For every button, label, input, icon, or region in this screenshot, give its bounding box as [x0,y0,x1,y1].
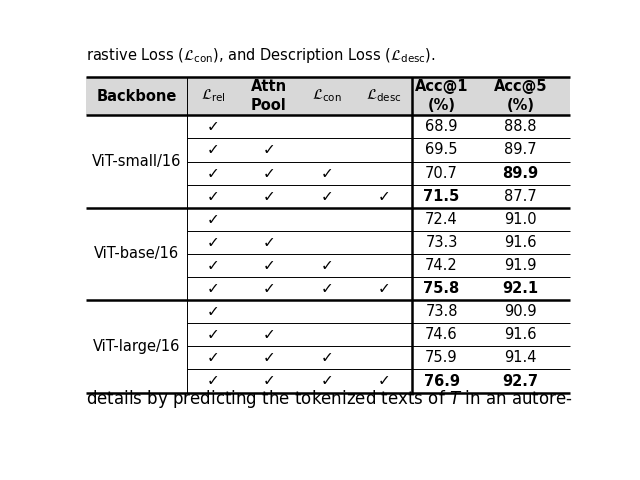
Text: ✓: ✓ [321,166,333,180]
Text: $\mathcal{L}_{\rm con}$: $\mathcal{L}_{\rm con}$ [312,88,342,105]
Text: ✓: ✓ [321,350,333,365]
Text: 71.5: 71.5 [424,189,460,204]
Text: 91.6: 91.6 [504,235,537,250]
Text: ✓: ✓ [207,235,220,250]
Text: 68.9: 68.9 [426,120,458,134]
Text: ✓: ✓ [207,212,220,227]
Text: ✓: ✓ [262,166,275,180]
Text: 69.5: 69.5 [426,143,458,157]
Text: 87.7: 87.7 [504,189,537,204]
Text: ✓: ✓ [378,373,390,388]
Text: ✓: ✓ [207,373,220,388]
Text: $\mathcal{L}_{\rm rel}$: $\mathcal{L}_{\rm rel}$ [200,88,225,105]
Text: 91.0: 91.0 [504,212,537,227]
Text: 91.4: 91.4 [504,350,537,365]
Text: ✓: ✓ [207,258,220,273]
Text: ✓: ✓ [207,143,220,157]
Text: 88.8: 88.8 [504,120,537,134]
Text: ✓: ✓ [378,189,390,204]
Text: ✓: ✓ [262,189,275,204]
Text: ✓: ✓ [207,120,220,134]
Text: ViT-base/16: ViT-base/16 [94,246,179,262]
Text: 92.7: 92.7 [502,373,539,388]
Text: 73.3: 73.3 [426,235,458,250]
Text: 92.1: 92.1 [502,281,539,296]
Text: ✓: ✓ [262,143,275,157]
Text: 90.9: 90.9 [504,304,537,319]
Text: 72.4: 72.4 [425,212,458,227]
Bar [86,77,570,115]
Text: details by predicting the tokenized texts of $\mathit{T}$ in an autore-: details by predicting the tokenized text… [86,388,573,410]
Text: ✓: ✓ [262,373,275,388]
Text: ✓: ✓ [321,373,333,388]
Text: ✓: ✓ [207,281,220,296]
Text: Acc@1
(%): Acc@1 (%) [415,79,468,113]
Text: 70.7: 70.7 [425,166,458,180]
Text: ✓: ✓ [262,327,275,342]
Text: 89.7: 89.7 [504,143,537,157]
Text: 73.8: 73.8 [426,304,458,319]
Text: ✓: ✓ [262,281,275,296]
Text: ViT-small/16: ViT-small/16 [92,154,181,169]
Text: 74.2: 74.2 [425,258,458,273]
Text: ✓: ✓ [262,258,275,273]
Text: ✓: ✓ [378,281,390,296]
Text: 91.6: 91.6 [504,327,537,342]
Text: Attn
Pool: Attn Pool [251,79,287,113]
Text: Acc@5
(%): Acc@5 (%) [494,79,547,113]
Text: 75.8: 75.8 [424,281,460,296]
Text: ✓: ✓ [207,350,220,365]
Text: ViT-large/16: ViT-large/16 [93,339,180,354]
Text: 76.9: 76.9 [424,373,460,388]
Text: ✓: ✓ [321,281,333,296]
Text: rastive Loss ($\mathcal{L}_{\rm con}$), and Description Loss ($\mathcal{L}_{\rm : rastive Loss ($\mathcal{L}_{\rm con}$), … [86,46,436,65]
Text: ✓: ✓ [207,189,220,204]
Text: ✓: ✓ [262,235,275,250]
Text: ✓: ✓ [207,327,220,342]
Text: ✓: ✓ [207,166,220,180]
Text: 74.6: 74.6 [425,327,458,342]
Text: ✓: ✓ [262,350,275,365]
Text: $\mathcal{L}_{\rm desc}$: $\mathcal{L}_{\rm desc}$ [366,88,401,105]
Text: Backbone: Backbone [97,89,177,104]
Text: 89.9: 89.9 [502,166,539,180]
Text: ✓: ✓ [321,189,333,204]
Text: 75.9: 75.9 [425,350,458,365]
Text: ✓: ✓ [321,258,333,273]
Text: ✓: ✓ [207,304,220,319]
Text: 91.9: 91.9 [504,258,537,273]
